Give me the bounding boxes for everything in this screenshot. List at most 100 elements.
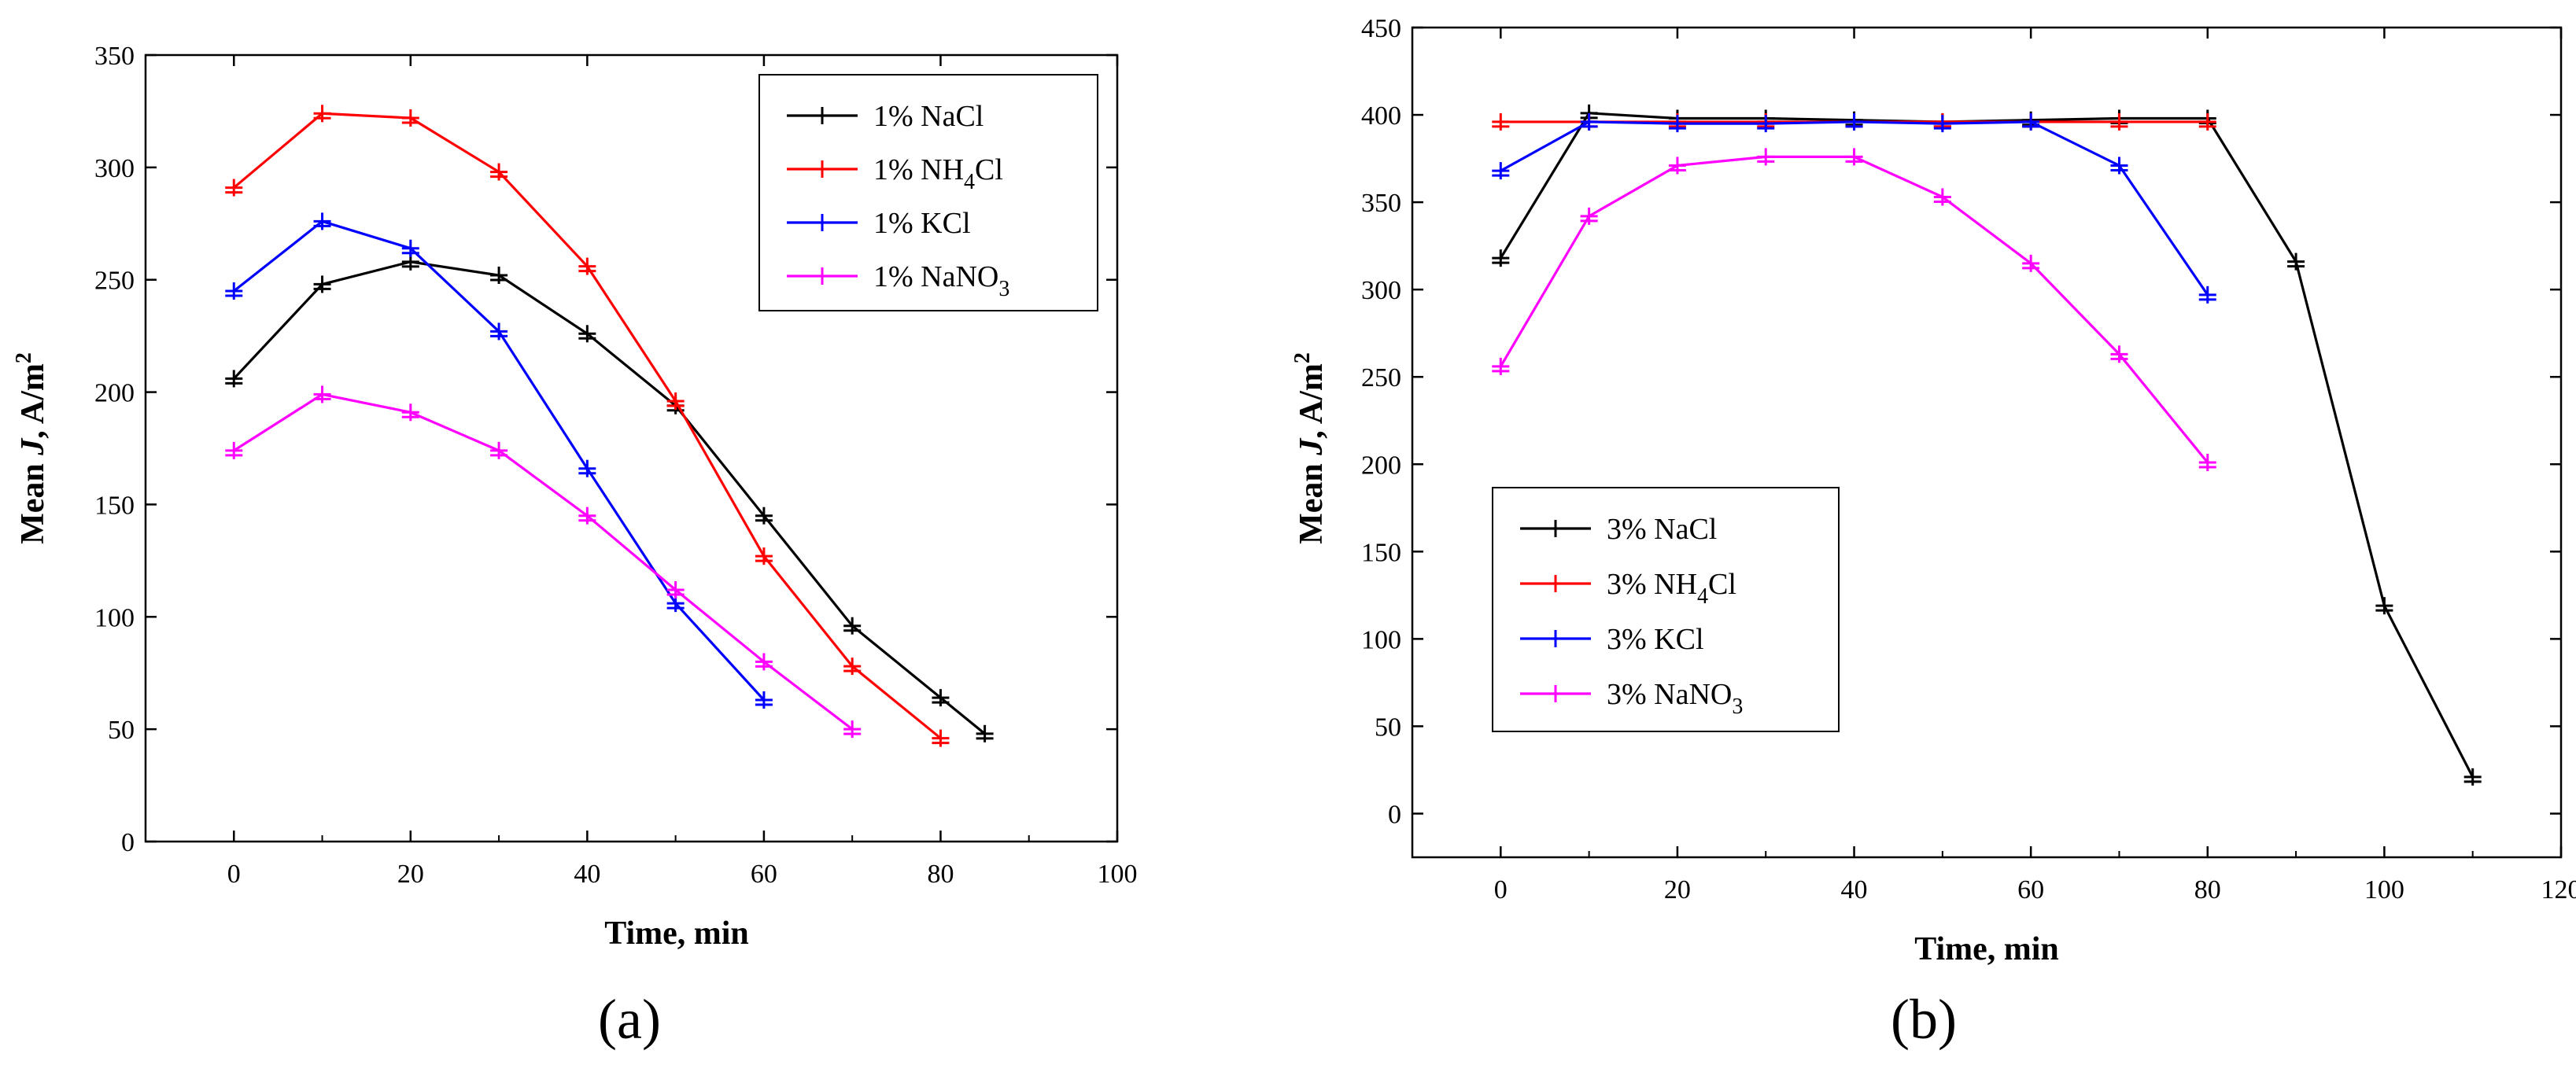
data-point-b-3 (1492, 357, 1510, 375)
x-tick-label-a: 100 (1098, 860, 1138, 889)
data-point-a-1 (313, 105, 331, 123)
data-point-b-2 (1668, 115, 1686, 133)
series-line-a-0 (233, 260, 986, 735)
x-tick-label-b: 60 (2017, 875, 2044, 904)
legend-label-a-1: 1% NH4Cl (873, 153, 1003, 194)
data-point-a-0 (578, 325, 596, 343)
y-tick-label-a: 350 (94, 42, 135, 71)
y-tick-label-a: 200 (94, 379, 135, 408)
data-point-b-3 (2110, 345, 2128, 363)
data-point-a-0 (843, 617, 862, 635)
data-point-b-0 (2375, 597, 2393, 615)
data-point-a-2 (755, 691, 773, 709)
data-point-a-3 (313, 385, 331, 403)
data-point-a-0 (225, 370, 243, 388)
series-a-0 (225, 252, 994, 742)
data-point-b-0 (2287, 252, 2305, 271)
y-tick-label-a: 50 (108, 716, 135, 745)
x-tick-label-b: 0 (1494, 875, 1508, 904)
legend-label-b-2: 3% KCl (1607, 623, 1704, 656)
data-point-b-2 (1757, 115, 1775, 133)
y-tick-label-b: 450 (1361, 14, 1401, 43)
data-point-a-0 (313, 275, 331, 293)
data-point-b-2 (2022, 112, 2040, 131)
data-point-a-1 (666, 392, 685, 410)
data-point-b-3 (1845, 148, 1863, 166)
series-line-b-3 (1499, 155, 2209, 464)
y-tick-label-b: 300 (1361, 276, 1401, 305)
legend-box-a (758, 74, 1098, 311)
data-point-a-0 (755, 507, 773, 525)
plot-frame-a (144, 53, 1119, 843)
data-point-a-1 (490, 163, 508, 181)
panel-label-a: (a) (598, 988, 661, 1051)
data-point-a-0 (976, 724, 994, 742)
data-point-a-1 (401, 109, 419, 127)
data-point-a-2 (578, 459, 596, 477)
data-point-b-2 (1580, 112, 1598, 131)
data-point-a-2 (401, 239, 419, 257)
data-point-a-3 (490, 441, 508, 459)
x-tick-label-b: 40 (1841, 875, 1868, 904)
x-tick-label-b: 120 (2541, 875, 2576, 904)
y-tick-label-b: 50 (1375, 713, 1401, 742)
data-point-b-2 (1492, 162, 1510, 180)
x-tick-label-a: 80 (927, 860, 954, 889)
data-point-a-0 (932, 689, 950, 707)
series-b-3 (1492, 148, 2216, 472)
data-point-b-3 (1668, 157, 1686, 175)
legend-label-a-3: 1% NaNO3 (873, 260, 1009, 301)
panel-a-chart: 0 20 40 60 80 100 0 50 100 150 200 250 300 350 Time, m… (12, 42, 1138, 1051)
y-tick-label-b: 350 (1361, 189, 1401, 218)
x-tick-label-a: 60 (751, 860, 777, 889)
data-point-a-1 (755, 547, 773, 565)
data-point-b-1 (2110, 112, 2128, 131)
y-tick-label-a: 100 (94, 603, 135, 632)
data-point-b-2 (1933, 115, 1951, 133)
legend-label-b-0: 3% NaCl (1607, 513, 1717, 546)
x-axis-title-a: Time, min (604, 915, 749, 952)
legend-a: 1% NaCl 1% NH4Cl 1% KCl 1% NaNO3 (758, 74, 1098, 311)
legend-label-a-0: 1% NaCl (873, 100, 984, 133)
panel-label-b: (b) (1891, 988, 1957, 1051)
series-a-1 (225, 105, 950, 747)
y-axis-title-a: Mean J, A/m2 (12, 352, 51, 544)
data-point-b-3 (2022, 254, 2040, 272)
x-tick-label-a: 40 (574, 860, 600, 889)
x-tick-label-a: 0 (227, 860, 241, 889)
data-point-b-3 (1580, 207, 1598, 225)
legend-label-b-1: 3% NH4Cl (1607, 568, 1736, 609)
x-axis-title-b: Time, min (1914, 931, 2059, 967)
y-tick-label-a: 0 (121, 828, 135, 857)
data-point-b-1 (1492, 112, 1510, 131)
data-point-b-2 (1845, 112, 1863, 131)
data-point-a-0 (490, 267, 508, 284)
data-point-b-1 (2198, 112, 2216, 131)
series-a-3 (225, 385, 862, 739)
data-point-a-3 (843, 720, 862, 739)
data-point-a-2 (225, 282, 243, 300)
x-tick-label-b: 100 (2364, 875, 2404, 904)
data-point-b-3 (1933, 188, 1951, 206)
data-point-a-1 (578, 257, 596, 275)
data-point-a-2 (313, 212, 331, 230)
legend-label-b-3: 3% NaNO3 (1607, 678, 1743, 719)
y-tick-label-b: 200 (1361, 451, 1401, 480)
y-tick-label-b: 0 (1388, 800, 1401, 829)
legend-label-a-2: 1% KCl (873, 207, 971, 240)
data-point-a-1 (843, 658, 862, 676)
legend-b: 3% NaCl 3% NH4Cl 3% KCl 3% NaNO3 (1492, 487, 1840, 732)
data-point-a-3 (666, 581, 685, 599)
y-tick-label-a: 300 (94, 154, 135, 183)
plot-frame-b (1411, 26, 2563, 859)
data-point-b-3 (1757, 148, 1775, 166)
y-tick-label-b: 250 (1361, 363, 1401, 392)
y-tick-label-b: 100 (1361, 625, 1401, 654)
x-tick-label-b: 20 (1664, 875, 1691, 904)
x-tick-label-b: 80 (2194, 875, 2221, 904)
data-point-b-3 (2198, 454, 2216, 472)
y-tick-label-a: 150 (94, 491, 135, 520)
series-line-b-2 (1500, 120, 2209, 296)
y-tick-label-b: 150 (1361, 538, 1401, 567)
